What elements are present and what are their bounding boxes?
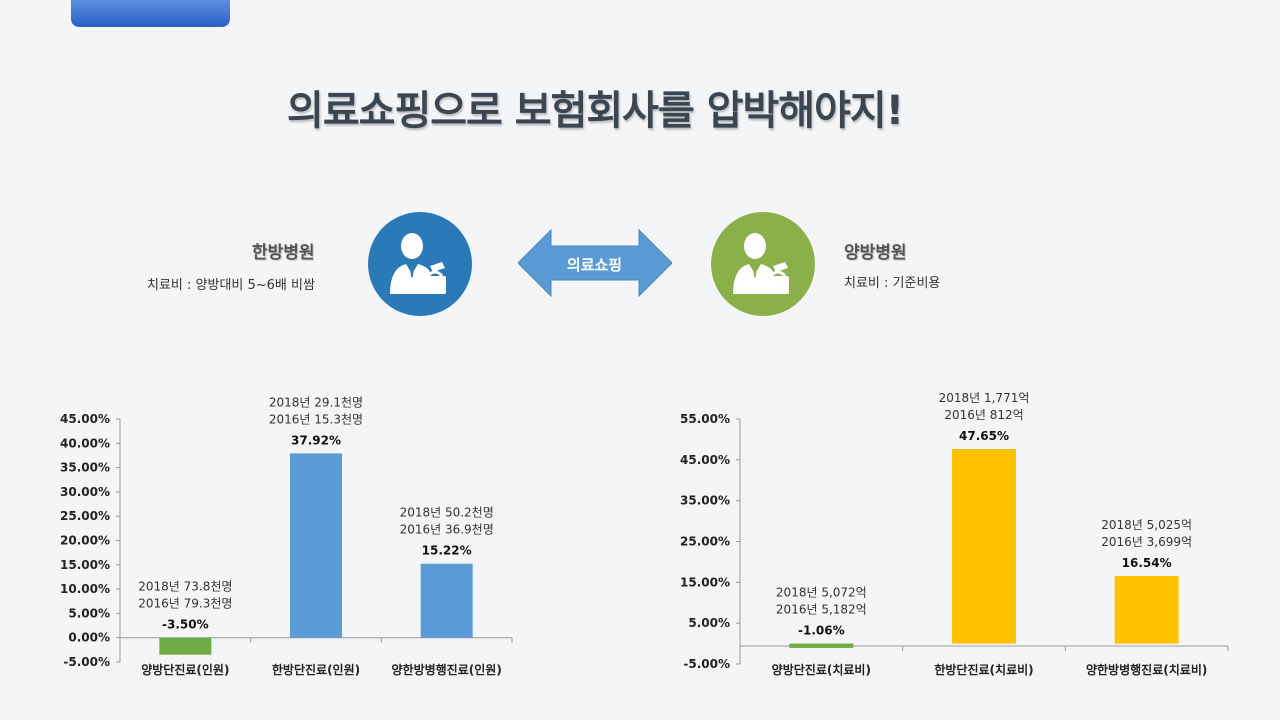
left-node-circle (368, 212, 472, 316)
annotation-2016: 2016년 3,699억 (1101, 535, 1192, 549)
right-node-desc: 치료비 : 기준비용 (844, 276, 941, 291)
bar (952, 449, 1016, 644)
y-tick-label: 25.00% (680, 535, 730, 549)
annotation-2018: 2018년 5,072억 (776, 586, 867, 600)
annotation-2018: 2018년 29.1천명 (269, 394, 363, 409)
annotation-2018: 2018년 5,025억 (1101, 518, 1192, 532)
category-label: 양한방병행진료(치료비) (1086, 662, 1207, 677)
left-node-name: 한방병원 (252, 243, 315, 263)
category-label: 한방단진료(치료비) (934, 662, 1033, 677)
y-tick-label: -5.00% (63, 655, 110, 669)
y-tick-label: 45.00% (60, 412, 110, 426)
data-label: 15.22% (422, 544, 472, 558)
category-label: 한방단진료(인원) (272, 662, 360, 677)
y-tick-label: 40.00% (60, 436, 110, 450)
category-label: 양한방병행진료(인원) (391, 662, 501, 677)
annotation-2016: 2016년 79.3천명 (138, 596, 232, 611)
y-tick-label: 20.00% (60, 534, 110, 548)
annotation-2016: 2016년 812억 (944, 408, 1023, 422)
bar (789, 643, 854, 648)
category-label: 양방단진료(인원) (141, 662, 229, 677)
y-tick-label: 35.00% (60, 461, 110, 475)
chart-costs-svg: 55.00% 45.00% 35.00% 25.00% 15.00% 5.00% -5.00… (680, 391, 1229, 677)
businessman-icon (390, 233, 446, 294)
annotation-2018: 2018년 1,771억 (939, 391, 1030, 405)
data-label: 16.54% (1122, 556, 1172, 570)
businessman-icon (733, 233, 789, 294)
annotation-2016: 2016년 15.3천명 (269, 411, 363, 426)
bar (290, 453, 342, 638)
annotation-2018: 2018년 50.2천명 (400, 505, 494, 520)
right-node-circle (711, 212, 815, 316)
y-tick-label: 5.00% (68, 606, 110, 620)
y-tick-label: 5.00% (688, 616, 730, 630)
y-tick-label: 15.00% (60, 558, 110, 572)
annotation-2016: 2016년 36.9천명 (400, 522, 494, 537)
y-tick-label: 45.00% (680, 453, 730, 467)
arrow-label: 의료쇼핑 (566, 256, 623, 274)
y-tick-label: 15.00% (680, 575, 730, 589)
top-tab-decoration (71, 0, 230, 27)
data-label: -3.50% (162, 618, 209, 632)
y-tick-label: 55.00% (680, 412, 730, 426)
annotation-2016: 2016년 5,182억 (776, 603, 867, 617)
left-node-desc: 치료비 : 양방대비 5~6배 비쌈 (147, 278, 315, 293)
right-node-name: 양방병원 (844, 243, 907, 263)
chart-costs: 55.00% 45.00% 35.00% 25.00% 15.00% 5.00% -5.00… (670, 385, 1250, 689)
category-label: 양방단진료(치료비) (772, 662, 871, 677)
annotation-2018: 2018년 73.8천명 (138, 579, 232, 594)
y-tick-label: 0.00% (68, 631, 110, 645)
data-label: -1.06% (798, 624, 845, 638)
bar (159, 637, 212, 655)
y-tick-label: 30.00% (60, 485, 110, 499)
chart-patients-svg: 45.00% 40.00% 35.00% 30.00% 25.00% 20.00% 15.0… (60, 394, 513, 677)
y-tick-label: -5.00% (683, 657, 730, 671)
y-tick-label: 35.00% (680, 494, 730, 508)
data-label: 47.65% (959, 429, 1009, 443)
chart-patients: 45.00% 40.00% 35.00% 30.00% 25.00% 20.00% 15.0… (40, 385, 540, 689)
page-title: 의료쇼핑으로 보험회사를 압박해야지! (287, 88, 904, 134)
bar (1114, 576, 1179, 644)
data-label: 37.92% (291, 433, 341, 447)
y-tick-label: 25.00% (60, 509, 110, 523)
y-tick-label: 10.00% (60, 582, 110, 596)
bar (420, 563, 473, 638)
